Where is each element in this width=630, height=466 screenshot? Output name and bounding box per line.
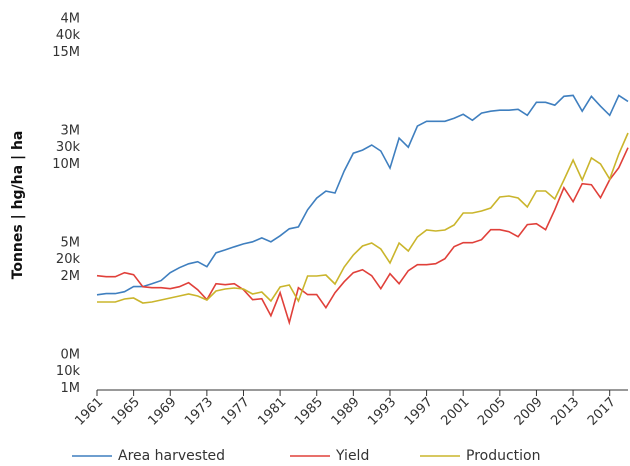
- x-tick-label: 1989: [329, 395, 363, 429]
- x-tick-label: 2005: [475, 395, 509, 429]
- x-tick-label: 1981: [255, 395, 289, 429]
- x-tick-label: 2017: [585, 395, 619, 429]
- y-tick-label: 20k: [56, 252, 81, 267]
- series-line: [96, 94, 629, 296]
- series-line: [96, 147, 629, 326]
- x-tick-label: 2009: [512, 395, 546, 429]
- y-tick-label: 2M: [61, 269, 81, 284]
- x-tick-label: 2013: [548, 395, 582, 429]
- y-tick-label: 5M: [61, 236, 81, 251]
- x-tick-label: 1993: [365, 395, 399, 429]
- x-tick-label: 1969: [146, 395, 180, 429]
- y-tick-label: 10M: [52, 157, 80, 172]
- series-line: [97, 132, 629, 304]
- y-tick-label: 0M: [61, 348, 81, 363]
- x-tick-label: 1997: [402, 395, 436, 429]
- legend-label: Area harvested: [118, 448, 225, 464]
- y-tick-label: 30k: [56, 140, 81, 155]
- legend-label: Production: [466, 448, 540, 464]
- y-tick-label: 10k: [56, 364, 81, 379]
- y-tick-label: 15M: [52, 45, 80, 60]
- x-tick-label: 1973: [182, 395, 216, 429]
- x-tick-label: 2001: [439, 395, 473, 429]
- y-axis-label: Tonnes | hg/ha | ha: [10, 131, 26, 280]
- y-tick-label: 4M: [61, 12, 81, 27]
- x-tick-label: 1985: [292, 395, 326, 429]
- y-tick-label: 3M: [61, 124, 81, 139]
- x-tick-label: 1977: [219, 395, 253, 429]
- y-tick-label: 40k: [56, 28, 81, 43]
- legend-label: Yield: [335, 448, 369, 464]
- x-tick-label: 1961: [72, 395, 106, 429]
- x-tick-label: 1965: [109, 395, 143, 429]
- y-tick-label: 1M: [61, 381, 81, 396]
